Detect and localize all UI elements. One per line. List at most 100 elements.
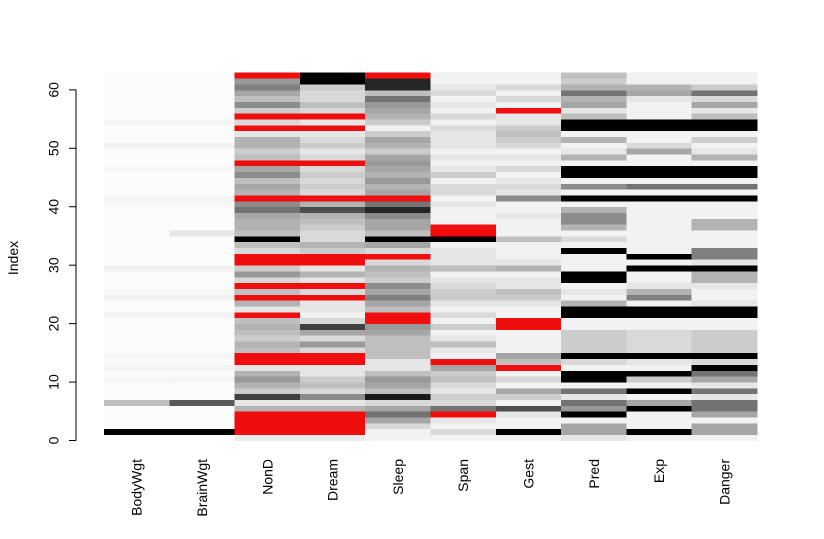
- heatmap-cell: [104, 119, 170, 126]
- heatmap-cell: [365, 376, 431, 383]
- heatmap-cell: [169, 329, 235, 336]
- heatmap-cell: [169, 113, 235, 120]
- heatmap-cell: [626, 89, 693, 97]
- heatmap-cell: [169, 300, 235, 307]
- heatmap-cell: [169, 183, 235, 190]
- heatmap-cell: [169, 206, 235, 213]
- heatmap-cell: [365, 84, 431, 91]
- heatmap-cell: [104, 347, 170, 354]
- heatmap-cell: [691, 306, 758, 313]
- heatmap-cell: [104, 282, 170, 289]
- heatmap-cell: [365, 177, 431, 184]
- heatmap-cell: [169, 259, 235, 266]
- heatmap-cell: [430, 317, 497, 325]
- heatmap-cell: [234, 107, 301, 114]
- heatmap-cell: [299, 323, 366, 330]
- heatmap-cell: [626, 329, 693, 336]
- heatmap-cell: [365, 224, 431, 231]
- heatmap-cell: [561, 148, 627, 155]
- heatmap-cell: [365, 282, 431, 289]
- heatmap-cell: [430, 434, 497, 441]
- heatmap-cell: [561, 294, 627, 301]
- heatmap-cell: [495, 428, 562, 436]
- heatmap-cell: [691, 341, 758, 348]
- heatmap-cell: [299, 230, 366, 237]
- heatmap-cell: [169, 282, 235, 289]
- heatmap-cell: [299, 271, 366, 278]
- heatmap-cell: [299, 183, 366, 190]
- y-axis: 0 10 20 30 40 50 60: [46, 82, 77, 444]
- x-tick-label: Span: [455, 459, 471, 492]
- heatmap-cell: [169, 311, 235, 319]
- heatmap-cell: [430, 113, 497, 120]
- heatmap-cell: [626, 95, 693, 102]
- heatmap-cell: [626, 347, 693, 354]
- heatmap-cell: [234, 95, 301, 102]
- heatmap-cell: [561, 253, 627, 260]
- heatmap-cell: [169, 335, 235, 342]
- heatmap-cell: [104, 101, 170, 108]
- heatmap-cell: [495, 130, 562, 138]
- heatmap-cell: [495, 271, 562, 278]
- heatmap-cell: [430, 399, 497, 406]
- heatmap-cell: [104, 393, 170, 400]
- heatmap-cell: [561, 136, 627, 143]
- heatmap-cell: [234, 218, 301, 225]
- heatmap-cell: [234, 148, 301, 155]
- heatmap-cell: [169, 130, 235, 138]
- heatmap-cell: [561, 417, 627, 424]
- heatmap-cell: [430, 247, 497, 254]
- heatmap-cell: [299, 154, 366, 161]
- heatmap-cell: [104, 434, 170, 441]
- heatmap-cell: [430, 352, 497, 360]
- heatmap-cell: [561, 212, 627, 219]
- heatmap-cell: [691, 323, 758, 330]
- heatmap-cell: [234, 341, 301, 348]
- x-tick-label: NonD: [259, 459, 275, 495]
- heatmap-cell: [430, 195, 497, 202]
- y-axis-title: Index: [5, 241, 21, 275]
- heatmap-cell: [169, 341, 235, 348]
- heatmap-cell: [561, 271, 627, 278]
- heatmap-cell: [299, 428, 366, 436]
- heatmap-cell: [169, 224, 235, 231]
- heatmap-cell: [561, 364, 627, 371]
- heatmap-cell: [691, 72, 758, 79]
- heatmap-cell: [495, 382, 562, 389]
- heatmap-cell: [561, 177, 627, 184]
- heatmap-cell: [691, 101, 758, 108]
- heatmap-cell: [495, 422, 562, 430]
- heatmap-cell: [430, 119, 497, 126]
- heatmap-cell: [691, 288, 758, 295]
- heatmap-cell: [626, 364, 693, 371]
- heatmap-cell: [104, 294, 170, 301]
- heatmap-cell: [299, 142, 366, 149]
- heatmap-cell: [430, 177, 497, 184]
- heatmap-cell: [299, 218, 366, 225]
- heatmap-cell: [430, 428, 497, 436]
- heatmap-cell: [104, 200, 170, 208]
- heatmap-cell: [169, 387, 235, 395]
- heatmap-cell: [626, 411, 693, 418]
- heatmap-cell: [104, 329, 170, 336]
- heatmap-cell: [104, 311, 170, 319]
- heatmap-cell: [430, 265, 497, 272]
- heatmap-cell: [430, 364, 497, 371]
- heatmap-cell: [626, 113, 693, 120]
- heatmap-cell: [104, 352, 170, 360]
- heatmap-cell: [365, 206, 431, 213]
- heatmap-cell: [561, 282, 627, 289]
- heatmap-cell: [495, 171, 562, 178]
- heatmap-cell: [430, 189, 497, 196]
- heatmap-cell: [234, 364, 301, 371]
- heatmap-cell: [169, 399, 235, 406]
- heatmap-cell: [169, 154, 235, 161]
- heatmap-cell: [104, 241, 170, 249]
- heatmap-cell: [691, 130, 758, 138]
- heatmap-cell: [691, 417, 758, 424]
- heatmap-cell: [299, 358, 366, 365]
- heatmap-cell: [691, 136, 758, 143]
- heatmap-cell: [495, 376, 562, 383]
- heatmap-cell: [626, 101, 693, 108]
